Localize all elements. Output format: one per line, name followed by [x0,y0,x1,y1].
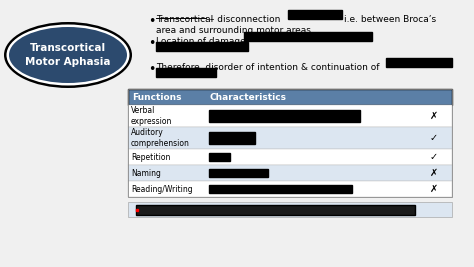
Ellipse shape [9,27,127,83]
FancyBboxPatch shape [128,202,452,217]
Text: Reading/Writing: Reading/Writing [131,184,192,194]
FancyBboxPatch shape [209,132,255,144]
Text: •: • [148,37,155,50]
Text: i.e. between Broca’s: i.e. between Broca’s [344,15,436,24]
Text: Auditory
comprehension: Auditory comprehension [131,128,190,148]
Text: Characteristics: Characteristics [210,92,287,101]
FancyBboxPatch shape [209,184,352,193]
FancyBboxPatch shape [156,68,216,77]
FancyBboxPatch shape [128,127,452,149]
Text: – disconnection: – disconnection [207,15,281,24]
FancyBboxPatch shape [386,58,452,67]
Ellipse shape [7,25,129,85]
FancyBboxPatch shape [128,165,452,181]
FancyBboxPatch shape [128,149,452,165]
FancyBboxPatch shape [128,105,452,127]
Text: ✓: ✓ [430,133,438,143]
FancyBboxPatch shape [209,153,230,161]
Text: Therefore, disorder of intention & continuation of: Therefore, disorder of intention & conti… [156,63,380,72]
Text: ✓: ✓ [430,152,438,162]
Text: Naming: Naming [131,168,161,178]
Text: Transcortical: Transcortical [156,15,213,24]
Text: Transcortical
Motor Aphasia: Transcortical Motor Aphasia [25,44,111,66]
FancyBboxPatch shape [288,10,342,19]
FancyBboxPatch shape [209,110,360,122]
Text: area and surrounding motor areas: area and surrounding motor areas [156,26,311,35]
Text: Functions: Functions [132,92,182,101]
Text: •: • [148,15,155,28]
FancyBboxPatch shape [156,42,248,51]
Text: ✗: ✗ [430,184,438,194]
FancyBboxPatch shape [128,181,452,197]
Text: ✗: ✗ [430,111,438,121]
Text: •: • [148,63,155,76]
FancyBboxPatch shape [244,32,372,41]
Ellipse shape [4,22,132,88]
FancyBboxPatch shape [209,168,268,177]
Text: Location of damage:: Location of damage: [156,37,249,46]
FancyBboxPatch shape [128,89,452,105]
FancyBboxPatch shape [136,205,415,214]
Text: ✗: ✗ [430,168,438,178]
Text: Repetition: Repetition [131,152,170,162]
Text: Verbal
expression: Verbal expression [131,106,173,126]
